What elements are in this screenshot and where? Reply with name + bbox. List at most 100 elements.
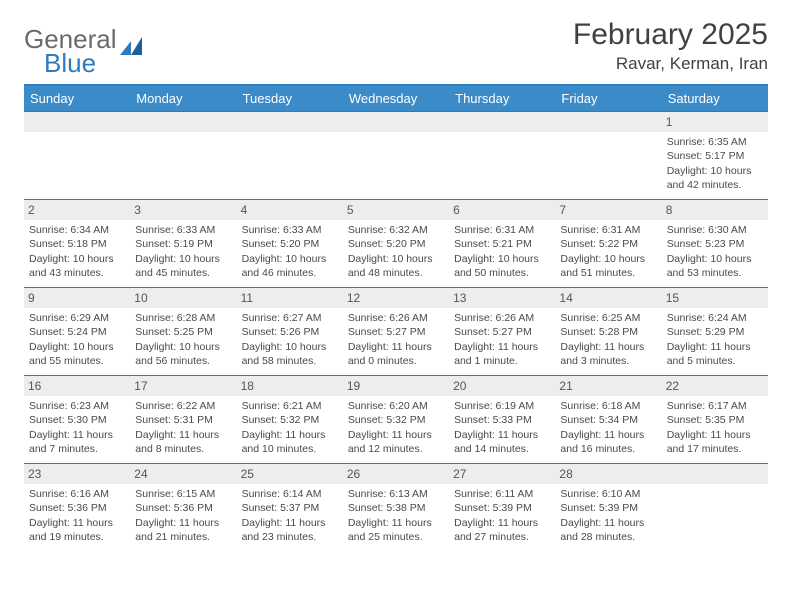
calendar-cell: 1 Sunrise: 6:35 AMSunset: 5:17 PMDaylight… bbox=[662, 112, 768, 200]
calendar-cell: 7Sunrise: 6:31 AMSunset: 5:22 PMDaylight… bbox=[555, 200, 661, 288]
sunrise-line: Sunrise: 6:22 AM bbox=[135, 399, 231, 413]
calendar-cell: 16Sunrise: 6:23 AMSunset: 5:30 PMDayligh… bbox=[24, 376, 130, 464]
sunset-line: Sunset: 5:24 PM bbox=[29, 325, 125, 339]
sunset-line: Sunset: 5:22 PM bbox=[560, 237, 656, 251]
day-details: Sunrise: 6:25 AMSunset: 5:28 PMDaylight:… bbox=[559, 311, 657, 368]
day-details: Sunrise: 6:33 AMSunset: 5:19 PMDaylight:… bbox=[134, 223, 232, 280]
sunset-line: Sunset: 5:36 PM bbox=[29, 501, 125, 515]
sunset-line: Sunset: 5:26 PM bbox=[242, 325, 338, 339]
daylight-line: Daylight: 11 hours and 0 minutes. bbox=[348, 340, 444, 368]
day-details: Sunrise: 6:21 AMSunset: 5:32 PMDaylight:… bbox=[241, 399, 339, 456]
sunrise-line: Sunrise: 6:23 AM bbox=[29, 399, 125, 413]
calendar-cell: 14Sunrise: 6:25 AMSunset: 5:28 PMDayligh… bbox=[555, 288, 661, 376]
sunset-line: Sunset: 5:29 PM bbox=[667, 325, 763, 339]
day-number: 18 bbox=[237, 376, 343, 396]
sunrise-line: Sunrise: 6:20 AM bbox=[348, 399, 444, 413]
sunrise-line: Sunrise: 6:18 AM bbox=[560, 399, 656, 413]
calendar-cell: 28Sunrise: 6:10 AMSunset: 5:39 PMDayligh… bbox=[555, 464, 661, 552]
sunset-line: Sunset: 5:34 PM bbox=[560, 413, 656, 427]
day-number: 22 bbox=[662, 376, 768, 396]
day-details: Sunrise: 6:10 AMSunset: 5:39 PMDaylight:… bbox=[559, 487, 657, 544]
day-number: 10 bbox=[130, 288, 236, 308]
daylight-line: Daylight: 10 hours and 43 minutes. bbox=[29, 252, 125, 280]
sunset-line: Sunset: 5:28 PM bbox=[560, 325, 656, 339]
sunset-line: Sunset: 5:32 PM bbox=[348, 413, 444, 427]
calendar-cell: 10Sunrise: 6:28 AMSunset: 5:25 PMDayligh… bbox=[130, 288, 236, 376]
sunrise-line: Sunrise: 6:27 AM bbox=[242, 311, 338, 325]
day-number: 9 bbox=[24, 288, 130, 308]
day-number: 1 bbox=[662, 112, 768, 132]
calendar-cell: 15 Sunrise: 6:24 AMSunset: 5:29 PMDayligh… bbox=[662, 288, 768, 376]
day-details: Sunrise: 6:26 AMSunset: 5:27 PMDaylight:… bbox=[453, 311, 551, 368]
sunrise-line: Sunrise: 6:30 AM bbox=[667, 223, 763, 237]
day-number: 5 bbox=[343, 200, 449, 220]
day-details: Sunrise: 6:18 AMSunset: 5:34 PMDaylight:… bbox=[559, 399, 657, 456]
sunset-line: Sunset: 5:20 PM bbox=[348, 237, 444, 251]
calendar-table: SundayMondayTuesdayWednesdayThursdayFrid… bbox=[24, 84, 768, 552]
weekday-header: Thursday bbox=[449, 85, 555, 112]
sunrise-line: Sunrise: 6:16 AM bbox=[29, 487, 125, 501]
calendar-cell: 26Sunrise: 6:13 AMSunset: 5:38 PMDayligh… bbox=[343, 464, 449, 552]
sunset-line: Sunset: 5:31 PM bbox=[135, 413, 231, 427]
sunset-line: Sunset: 5:37 PM bbox=[242, 501, 338, 515]
sunset-line: Sunset: 5:23 PM bbox=[667, 237, 763, 251]
calendar-cell: 23Sunrise: 6:16 AMSunset: 5:36 PMDayligh… bbox=[24, 464, 130, 552]
day-number bbox=[449, 112, 555, 132]
day-details: Sunrise: 6:33 AMSunset: 5:20 PMDaylight:… bbox=[241, 223, 339, 280]
daylight-line: Daylight: 11 hours and 28 minutes. bbox=[560, 516, 656, 544]
sunset-line: Sunset: 5:38 PM bbox=[348, 501, 444, 515]
day-number: 15 bbox=[662, 288, 768, 308]
daylight-line: Daylight: 10 hours and 53 minutes. bbox=[667, 252, 763, 280]
sunrise-line: Sunrise: 6:24 AM bbox=[667, 311, 763, 325]
daylight-line: Daylight: 11 hours and 17 minutes. bbox=[667, 428, 763, 456]
day-details: Sunrise: 6:32 AMSunset: 5:20 PMDaylight:… bbox=[347, 223, 445, 280]
daylight-line: Daylight: 11 hours and 10 minutes. bbox=[242, 428, 338, 456]
day-number: 20 bbox=[449, 376, 555, 396]
title-block: February 2025 Ravar, Kerman, Iran bbox=[573, 18, 768, 74]
day-details: Sunrise: 6:26 AMSunset: 5:27 PMDaylight:… bbox=[347, 311, 445, 368]
day-number: 7 bbox=[555, 200, 661, 220]
sunset-line: Sunset: 5:27 PM bbox=[454, 325, 550, 339]
sunrise-line: Sunrise: 6:21 AM bbox=[242, 399, 338, 413]
calendar-cell: 2Sunrise: 6:34 AMSunset: 5:18 PMDaylight… bbox=[24, 200, 130, 288]
daylight-line: Daylight: 10 hours and 48 minutes. bbox=[348, 252, 444, 280]
sunset-line: Sunset: 5:30 PM bbox=[29, 413, 125, 427]
calendar-cell: 11Sunrise: 6:27 AMSunset: 5:26 PMDayligh… bbox=[237, 288, 343, 376]
calendar-cell bbox=[24, 112, 130, 200]
calendar-cell: 21Sunrise: 6:18 AMSunset: 5:34 PMDayligh… bbox=[555, 376, 661, 464]
day-details: Sunrise: 6:23 AMSunset: 5:30 PMDaylight:… bbox=[28, 399, 126, 456]
day-details: Sunrise: 6:16 AMSunset: 5:36 PMDaylight:… bbox=[28, 487, 126, 544]
daylight-line: Daylight: 10 hours and 56 minutes. bbox=[135, 340, 231, 368]
calendar-cell bbox=[555, 112, 661, 200]
calendar-cell bbox=[237, 112, 343, 200]
sunset-line: Sunset: 5:20 PM bbox=[242, 237, 338, 251]
day-details: Sunrise: 6:22 AMSunset: 5:31 PMDaylight:… bbox=[134, 399, 232, 456]
day-number: 25 bbox=[237, 464, 343, 484]
calendar-cell: 17 Sunrise: 6:22 AMSunset: 5:31 PMDayligh… bbox=[130, 376, 236, 464]
sunset-line: Sunset: 5:39 PM bbox=[560, 501, 656, 515]
calendar-cell: 20Sunrise: 6:19 AMSunset: 5:33 PMDayligh… bbox=[449, 376, 555, 464]
daylight-line: Daylight: 11 hours and 3 minutes. bbox=[560, 340, 656, 368]
daylight-line: Daylight: 10 hours and 50 minutes. bbox=[454, 252, 550, 280]
day-number: 4 bbox=[237, 200, 343, 220]
calendar-cell bbox=[449, 112, 555, 200]
sunrise-line: Sunrise: 6:26 AM bbox=[454, 311, 550, 325]
day-number: 27 bbox=[449, 464, 555, 484]
daylight-line: Daylight: 11 hours and 5 minutes. bbox=[667, 340, 763, 368]
calendar-cell: 9Sunrise: 6:29 AMSunset: 5:24 PMDaylight… bbox=[24, 288, 130, 376]
daylight-line: Daylight: 11 hours and 21 minutes. bbox=[135, 516, 231, 544]
day-number: 17 bbox=[130, 376, 236, 396]
weekday-header: Sunday bbox=[24, 85, 130, 112]
sunset-line: Sunset: 5:35 PM bbox=[667, 413, 763, 427]
daylight-line: Daylight: 11 hours and 16 minutes. bbox=[560, 428, 656, 456]
month-title: February 2025 bbox=[573, 18, 768, 52]
calendar-cell: 8Sunrise: 6:30 AMSunset: 5:23 PMDaylight… bbox=[662, 200, 768, 288]
logo-mark-icon bbox=[120, 31, 142, 49]
daylight-line: Daylight: 11 hours and 8 minutes. bbox=[135, 428, 231, 456]
day-details: Sunrise: 6:35 AMSunset: 5:17 PMDaylight:… bbox=[666, 135, 764, 192]
day-details: Sunrise: 6:17 AMSunset: 5:35 PMDaylight:… bbox=[666, 399, 764, 456]
calendar-cell: 6Sunrise: 6:31 AMSunset: 5:21 PMDaylight… bbox=[449, 200, 555, 288]
day-number bbox=[662, 464, 768, 484]
sunrise-line: Sunrise: 6:26 AM bbox=[348, 311, 444, 325]
calendar-cell bbox=[130, 112, 236, 200]
